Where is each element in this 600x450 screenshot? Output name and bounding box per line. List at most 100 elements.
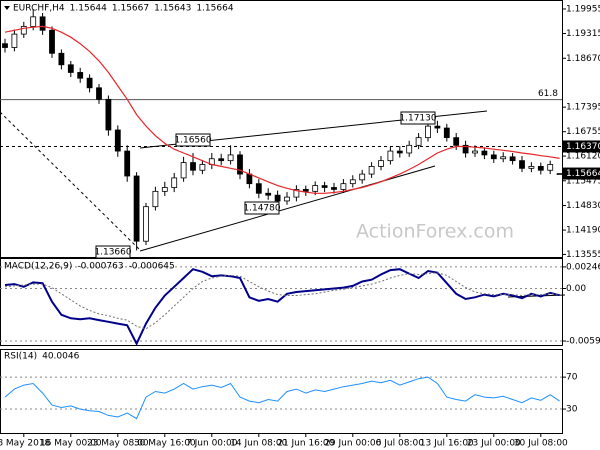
rsi-panel xyxy=(0,349,563,434)
annotation: 1.13660 xyxy=(94,248,131,258)
macd-panel xyxy=(0,258,563,346)
header-text: 1.15667 xyxy=(112,4,149,14)
x-tick-label: 7 Jun 00:00 xyxy=(186,439,238,449)
candle-body xyxy=(312,185,319,192)
candle-body xyxy=(218,158,225,162)
candle-body xyxy=(302,189,309,192)
x-tick-label: 8 May 2018 xyxy=(0,439,51,449)
y-tick-label: 1.13555 xyxy=(566,250,600,260)
candle-body xyxy=(180,162,187,179)
y-tick-label: 0.002463 xyxy=(566,262,600,272)
candle-body xyxy=(11,33,18,48)
candle-body xyxy=(49,29,55,54)
candle-body xyxy=(30,16,37,27)
candle-body xyxy=(547,164,554,171)
y-tick-label: 30 xyxy=(566,405,578,415)
candle-body xyxy=(434,125,441,129)
candle-body xyxy=(396,150,403,154)
annotation: 1.17130 xyxy=(399,114,436,124)
header-text: 1.15644 xyxy=(70,4,107,14)
x-tick-label: 29 Jun 00:00 xyxy=(324,439,381,449)
candle-body xyxy=(143,206,149,242)
candle-body xyxy=(199,164,206,171)
annotation-box xyxy=(400,111,436,125)
candle-body xyxy=(274,194,281,202)
x-tick-label: 14 Jun 08:00 xyxy=(230,439,287,449)
candle-body xyxy=(227,154,234,162)
candle-body xyxy=(58,52,65,66)
series-line xyxy=(4,25,560,194)
candle-body xyxy=(265,192,272,196)
header-text: 40.0046 xyxy=(42,352,79,362)
candle-body xyxy=(368,166,375,175)
candle-body xyxy=(490,154,497,160)
watermark: ActionForex.com xyxy=(356,221,514,243)
candle-body xyxy=(425,125,431,139)
x-tick-label: 30 Jul 08:00 xyxy=(514,439,568,449)
candle-body xyxy=(415,137,422,146)
menu-icon xyxy=(4,6,10,10)
y-tick-label: 1.17395 xyxy=(566,103,600,113)
candle-body xyxy=(453,137,460,146)
trend-line xyxy=(0,111,141,251)
level-label-box xyxy=(563,140,600,153)
candle-body xyxy=(509,156,516,162)
header-text: 1.15643 xyxy=(154,4,191,14)
y-tick-label: 1.19955 xyxy=(566,4,600,14)
candle-body xyxy=(331,187,337,190)
annotation-box xyxy=(175,133,211,147)
y-tick-label: 1.18670 xyxy=(566,54,600,64)
series-line xyxy=(4,272,560,330)
price-panel xyxy=(0,0,563,258)
candle-body xyxy=(39,16,46,31)
x-tick-label: 23 Jul 00:00 xyxy=(467,439,521,449)
candle-body xyxy=(77,72,84,79)
annotation-box xyxy=(95,245,131,259)
header-text: -0.000763 xyxy=(77,262,123,272)
y-tick-label: 1.16755 xyxy=(566,127,600,137)
y-tick-label: -0.005992 xyxy=(566,337,600,347)
candle-body xyxy=(86,77,93,89)
candle-body xyxy=(284,196,290,202)
candle-body xyxy=(171,177,178,188)
y-tick-label: 1.14830 xyxy=(566,201,600,211)
candle-body xyxy=(537,166,544,171)
candle-body xyxy=(472,150,478,154)
header-text: RSI(14) xyxy=(4,352,37,362)
candle-body xyxy=(349,179,356,185)
x-tick-label: 16 May 00:00 xyxy=(40,439,102,449)
price-label-box xyxy=(563,167,600,180)
candle-body xyxy=(255,183,262,194)
level-label: 61.8 xyxy=(538,89,558,99)
series-line xyxy=(4,376,560,420)
annotation: 1.16560 xyxy=(174,136,211,146)
candle-body xyxy=(237,154,243,175)
y-tick-label: 1.14190 xyxy=(566,226,600,236)
series-line xyxy=(4,268,560,346)
candle-body xyxy=(190,162,196,171)
candle-body xyxy=(378,160,384,167)
candle-body xyxy=(340,183,347,190)
candle-body xyxy=(443,127,450,139)
candle-body xyxy=(161,187,168,192)
header-text: MACD(12,26,9) xyxy=(4,262,72,272)
x-tick-label: 23 May 08:00 xyxy=(87,439,149,449)
header-text: -0.000645 xyxy=(129,262,175,272)
x-tick-label: 13 Jul 16:00 xyxy=(420,439,474,449)
y-tick-label: 1.15475 xyxy=(566,176,600,186)
header-text: 1.15664 xyxy=(196,4,233,14)
y-tick-label: 1.19315 xyxy=(566,29,600,39)
x-tick-label: 6 Jul 08:00 xyxy=(376,439,425,449)
candle-body xyxy=(124,150,131,177)
candle-body xyxy=(105,98,112,131)
annotation-box xyxy=(244,201,280,215)
x-tick-label: 21 Jun 16:00 xyxy=(277,439,334,449)
level-label: 1.16370 xyxy=(566,142,600,152)
candle-body xyxy=(133,175,140,242)
candle-body xyxy=(293,189,300,198)
header-text: EURCHF,H4 xyxy=(13,4,65,14)
candle-body xyxy=(96,87,102,100)
candle-body xyxy=(152,190,159,208)
candle-body xyxy=(481,150,488,156)
